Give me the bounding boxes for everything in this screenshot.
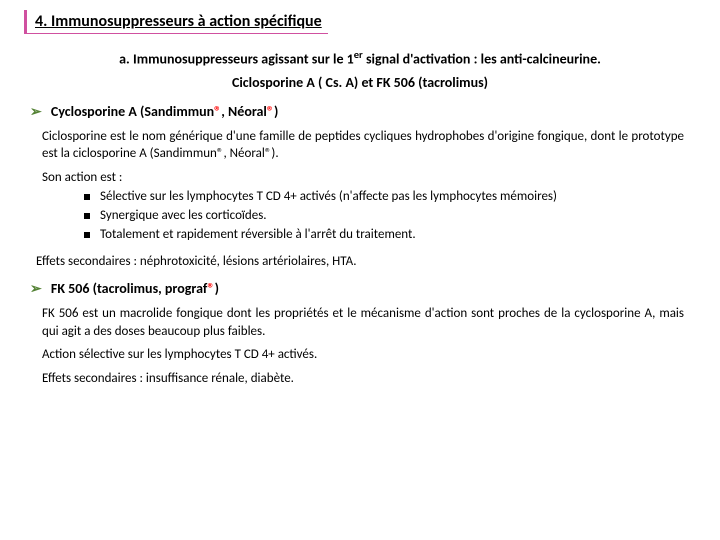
item1-heading-pre: Cyclosporine A (Sandimmun — [51, 103, 214, 120]
item1-heading-post: ) — [274, 103, 278, 120]
subtitle-sup: er — [354, 48, 363, 61]
subtitle-line1-pre: a. Immunosuppresseurs agissant sur le 1 — [119, 51, 354, 68]
bullet-cyclosporine: ➢ Cyclosporine A (Sandimmun®, Néoral®) — [30, 103, 696, 120]
item1-para1: Ciclosporine est le nom générique d'une … — [42, 128, 684, 163]
item2-heading-post: ) — [215, 280, 219, 297]
square-bullet-icon — [84, 213, 90, 219]
item1-bullets: Sélective sur les lymphocytes T CD 4+ ac… — [84, 188, 696, 245]
list-item: Synergique avec les corticoïdes. — [84, 207, 696, 226]
subtitle-line1: a. Immunosuppresseurs agissant sur le 1e… — [54, 48, 666, 70]
subtitle-line2: Ciclosporine A ( Cs. A) et FK 506 (tacro… — [24, 74, 696, 91]
item2-heading-pre: FK 506 (tacrolimus, prograf — [51, 280, 208, 297]
bullet-text: Synergique avec les corticoïdes. — [100, 207, 267, 226]
registered-icon: ® — [208, 280, 215, 297]
arrow-icon: ➢ — [30, 280, 42, 297]
arrow-icon: ➢ — [30, 103, 42, 120]
item1-effects: Effets secondaires : néphrotoxicité, lés… — [36, 253, 684, 271]
bullet-fk506: ➢ FK 506 (tacrolimus, prograf®) — [30, 280, 696, 297]
square-bullet-icon — [84, 194, 90, 200]
list-item: Totalement et rapidement réversible à l'… — [84, 226, 696, 245]
section-title: 4. Immunosuppresseurs à action spécifiqu… — [24, 10, 328, 34]
item1-action-intro: Son action est : — [42, 169, 684, 187]
item1-heading-mid: , Néoral — [221, 103, 267, 120]
subtitle-line1-post: signal d'activation : les anti-calcineur… — [363, 51, 601, 68]
bullet-text: Sélective sur les lymphocytes T CD 4+ ac… — [100, 188, 557, 207]
item2-para2: Action sélective sur les lymphocytes T C… — [42, 346, 684, 364]
item2-para1: FK 506 est un macrolide fongique dont le… — [42, 305, 684, 340]
list-item: Sélective sur les lymphocytes T CD 4+ ac… — [84, 188, 696, 207]
square-bullet-icon — [84, 232, 90, 238]
page-container: 4. Immunosuppresseurs à action spécifiqu… — [0, 0, 720, 403]
bullet-text: Totalement et rapidement réversible à l'… — [100, 226, 416, 245]
registered-icon: ® — [267, 103, 274, 120]
item2-effects: Effets secondaires : insuffisance rénale… — [42, 370, 684, 388]
